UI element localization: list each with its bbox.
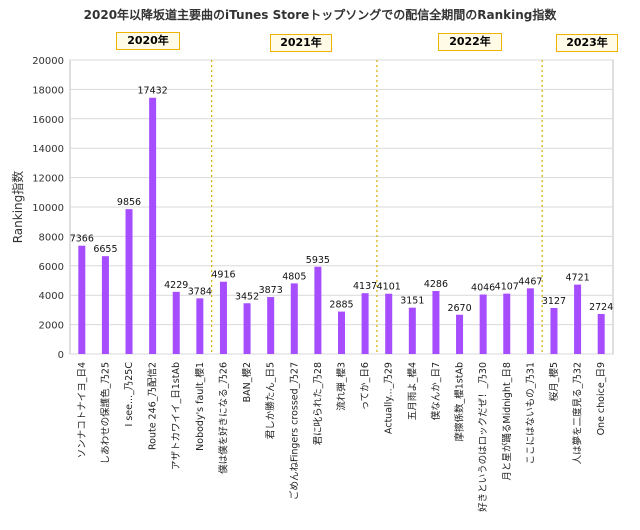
data-label: 2885: [329, 300, 353, 311]
data-label: 4101: [377, 282, 401, 293]
data-label: 4229: [164, 280, 188, 291]
data-label: 7366: [70, 234, 94, 245]
bar: [338, 311, 345, 354]
category-label: ソンナコトナイヨ_日4: [77, 362, 88, 458]
category-label: ってか_日6: [360, 362, 371, 410]
category-label: ごめんねFingers crossed_乃27: [288, 362, 300, 500]
category-label: 摩擦係数_櫻1stAb: [454, 362, 466, 442]
bar: [597, 313, 605, 354]
category-label: Nobody's fault_櫻1: [194, 362, 206, 451]
category-label: I see..._乃25C: [124, 362, 135, 427]
category-label: 好きというのはロックだぜ！_乃30: [477, 362, 489, 512]
data-label: 3873: [259, 285, 283, 296]
y-tick-label: 2000: [39, 321, 64, 332]
y-tick-label: 18000: [32, 85, 64, 96]
bar: [172, 291, 180, 354]
bar: [149, 97, 157, 354]
data-label: 6655: [93, 244, 117, 255]
category-label: 五月雨よ_櫻4: [406, 362, 418, 420]
data-label: 3151: [400, 296, 424, 307]
bar: [78, 245, 86, 354]
bar: [456, 314, 464, 354]
bar: [526, 288, 534, 354]
data-label: 17432: [138, 86, 168, 97]
category-label: 月と星が踊るMidnight_日8: [501, 362, 513, 481]
category-label: ここにはないもの_乃31: [525, 362, 536, 464]
bar: [125, 209, 133, 354]
data-label: 2724: [589, 302, 613, 313]
y-tick-label: 14000: [32, 144, 64, 155]
bar: [361, 293, 369, 354]
bar: [385, 293, 393, 354]
data-label: 3784: [188, 286, 212, 297]
year-label-2020: 2020年: [116, 32, 180, 50]
data-label: 5935: [306, 255, 330, 266]
bar: [574, 284, 582, 354]
y-tick-label: 10000: [32, 203, 64, 214]
bar: [267, 297, 275, 354]
bar: [196, 298, 204, 354]
data-label: 4916: [211, 270, 235, 281]
bar: [219, 281, 227, 354]
data-label: 9856: [117, 197, 141, 208]
data-label: 4046: [471, 283, 495, 294]
year-label-2023: 2023年: [556, 34, 618, 52]
bar: [503, 293, 511, 354]
category-label: しあわせの保護色_乃25: [99, 362, 111, 464]
bar: [314, 266, 322, 354]
bar: [550, 308, 558, 354]
data-label: 4137: [353, 281, 377, 292]
bar: [101, 256, 109, 354]
year-label-2021: 2021年: [270, 34, 332, 52]
y-tick-label: 8000: [39, 232, 64, 243]
category-label: One choice_日9: [596, 362, 607, 435]
y-tick-label: 6000: [39, 262, 64, 273]
year-label-2022: 2022年: [438, 33, 502, 51]
bar: [432, 290, 440, 354]
category-label: 人は夢を二度見る_乃32: [572, 362, 584, 464]
chart-title: 2020年以降坂道主要曲のiTunes Storeトップソングでの配信全期間のR…: [83, 8, 557, 22]
y-axis-label: Ranking指数: [10, 171, 25, 244]
category-label: 君に叱られた_乃28: [313, 362, 324, 445]
bar: [290, 283, 298, 354]
category-label: 君しか勝たん_日5: [265, 362, 277, 439]
category-label: アザトカワイイ_日1stAb: [171, 362, 182, 470]
y-tick-label: 0: [58, 350, 64, 361]
category-label: 桜月_櫻5: [548, 362, 560, 401]
y-tick-label: 12000: [32, 174, 64, 185]
data-label: 4467: [518, 276, 542, 287]
data-label: 4286: [424, 279, 448, 290]
data-label: 2670: [447, 303, 471, 314]
data-label: 4721: [565, 273, 589, 284]
category-label: BAN_櫻2: [241, 362, 253, 402]
category-label: Actually..._乃29: [384, 362, 395, 434]
y-tick-label: 4000: [39, 291, 64, 302]
data-label: 4107: [495, 282, 519, 293]
y-tick-label: 16000: [32, 115, 64, 126]
data-label: 4805: [282, 271, 306, 282]
y-tick-label: 20000: [32, 56, 64, 67]
category-label: 流れ弾_櫻3: [336, 362, 348, 411]
bar: [243, 303, 251, 354]
category-label: 僕は僕を好きになる_乃26: [217, 362, 229, 474]
bar: [479, 294, 487, 354]
category-label: 僕なんか_日7: [430, 362, 442, 420]
category-label: Route 246_乃配信2: [147, 362, 159, 450]
data-label: 3452: [235, 291, 259, 302]
data-label: 3127: [542, 296, 566, 307]
bar: [408, 307, 416, 354]
